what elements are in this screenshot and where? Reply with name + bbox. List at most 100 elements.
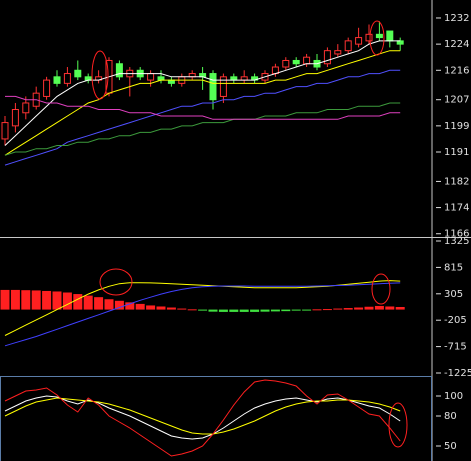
line (4, 102, 401, 156)
candle-body (53, 76, 61, 84)
panel (4, 379, 401, 457)
histogram-bar (395, 307, 405, 310)
line (5, 95, 401, 120)
candle-body (303, 56, 311, 65)
histogram-bar (114, 300, 124, 310)
candle-body (11, 109, 19, 127)
histogram-bar (146, 305, 156, 310)
candle-body (344, 40, 352, 52)
candle-body (157, 76, 165, 81)
histogram-bar (250, 309, 260, 312)
candle-body (282, 59, 290, 68)
histogram-bar (52, 291, 62, 310)
candle-body (334, 50, 342, 55)
y-tick-label: 50 (444, 441, 457, 452)
y-axis: 50 80 100 (436, 391, 463, 452)
marks: 1166 1174 1182 1191 1199 1207 1216 1224 1232 -122… (0, 13, 471, 457)
histogram-bar (302, 309, 312, 311)
y-tick-label: -715 (444, 342, 467, 353)
histogram-bar (62, 292, 72, 310)
candle-body (84, 76, 92, 81)
line (4, 50, 401, 156)
histogram-bar (125, 302, 135, 310)
panel-frame (0, 376, 432, 461)
candle-body (240, 76, 248, 81)
candle-body (386, 30, 394, 42)
histogram-bar (239, 309, 249, 312)
histogram-bar (312, 309, 322, 311)
candle-body (219, 76, 227, 97)
y-tick-label: 1224 (444, 39, 469, 50)
y-tick-label: 100 (444, 391, 463, 402)
histogram-bar (374, 305, 384, 310)
histogram-bar (94, 297, 104, 310)
candle-body (355, 37, 363, 45)
candle-body (43, 79, 51, 97)
histogram-bar (270, 309, 280, 312)
annotations (91, 20, 408, 448)
histogram-bar (177, 308, 187, 310)
histogram-bar (208, 309, 218, 312)
histogram-bar (385, 306, 395, 310)
histogram-bar (291, 309, 301, 311)
line (4, 69, 401, 166)
y-tick-label: 1174 (444, 203, 469, 214)
histogram-bar (73, 294, 83, 310)
y-tick-label: 1232 (444, 13, 469, 24)
candle-body (375, 33, 383, 39)
histogram-bar (229, 309, 239, 312)
y-tick-label: 1216 (444, 65, 469, 76)
annotation-circle (388, 402, 408, 448)
annotation-circle (91, 50, 109, 100)
histogram-bar (156, 306, 166, 310)
candle-body (1, 122, 9, 140)
y-axis: 1166 1174 1182 1191 1199 1207 1216 1224 1232 (436, 13, 469, 240)
y-tick-label: 1325 (444, 236, 469, 247)
annotation-circle (369, 20, 385, 56)
histogram-bar (21, 290, 31, 310)
y-tick-label: 1182 (444, 176, 469, 187)
y-tick-label: 1207 (444, 95, 469, 106)
y-tick-label: -1225 (444, 368, 471, 379)
candle-body (209, 73, 217, 101)
candle-body (74, 69, 82, 78)
histogram-bar (198, 309, 208, 311)
y-axis: -1225 -715 -205 305 815 1325 (436, 236, 471, 379)
histogram-bar (104, 299, 114, 310)
histogram-bar (187, 309, 197, 311)
y-tick-label: -205 (444, 315, 467, 326)
line (4, 379, 401, 457)
annotation-circle (99, 268, 133, 296)
histogram-bar (166, 307, 176, 310)
candle-body (115, 63, 123, 78)
histogram-bar (333, 308, 343, 310)
y-tick-label: 1199 (444, 121, 469, 132)
y-tick-label: 1166 (444, 229, 469, 240)
histogram-bar (322, 309, 332, 311)
y-tick-label: 80 (444, 411, 457, 422)
histogram-bar (42, 290, 52, 310)
histogram-bar (83, 295, 93, 310)
y-tick-label: 1191 (444, 147, 469, 158)
histogram-bar (281, 309, 291, 312)
line (4, 40, 401, 146)
candle-body (63, 73, 71, 84)
histogram-bar (354, 307, 364, 310)
panel (1, 21, 404, 166)
line (4, 282, 401, 347)
candle-body (365, 33, 373, 42)
candle-body (323, 50, 331, 65)
histogram-bar (10, 289, 20, 310)
line (4, 397, 401, 435)
candle-body (292, 59, 300, 65)
candle-body (230, 76, 238, 81)
candle-body (147, 73, 155, 81)
histogram-bar (218, 309, 228, 312)
histogram-bar (364, 306, 374, 310)
line (4, 395, 401, 440)
histogram-bar (135, 303, 145, 310)
candle-body (22, 102, 30, 114)
annotation-circle (371, 273, 391, 305)
